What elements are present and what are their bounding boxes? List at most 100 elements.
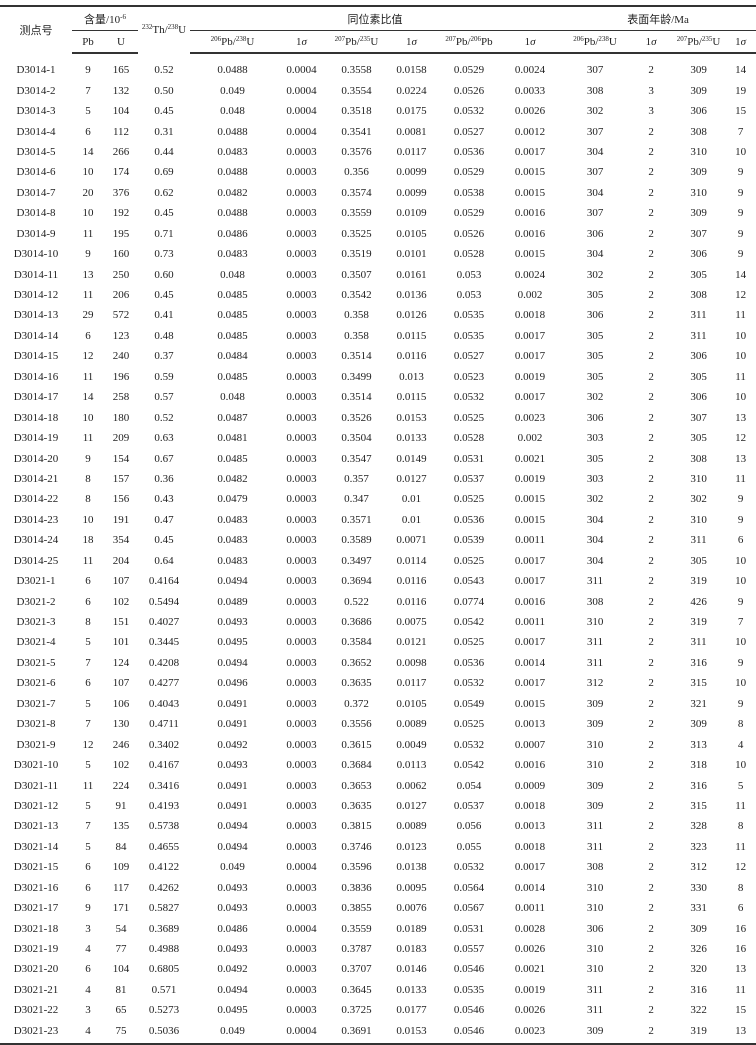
cell-age-207pb-235u: 319 xyxy=(690,616,707,629)
cell-age-206pb-238u-1sigma: 2 xyxy=(648,493,654,506)
cell-ratio-207pb-235u: 0.3635 xyxy=(341,799,372,812)
cell-age-207pb-235u: 309 xyxy=(690,922,707,935)
cell-age-206pb-238u-1sigma: 2 xyxy=(648,554,654,567)
cell-ratio-206pb-238u: 0.0485 xyxy=(217,452,248,465)
cell-ratio-206pb-238u-1sigma: 0.0003 xyxy=(286,472,317,485)
cell-ratio-206pb-238u-1sigma: 0.0003 xyxy=(286,738,317,751)
cell-spot: D3021-17 xyxy=(13,902,59,915)
cell-age-207pb-235u: 309 xyxy=(690,84,707,97)
cell-ratio-207pb-235u: 0.3559 xyxy=(341,922,372,935)
cell-age-206pb-238u: 308 xyxy=(586,84,604,97)
cell-th-u: 0.5738 xyxy=(148,820,180,833)
cell-age-207pb-235u: 302 xyxy=(690,493,707,506)
cell-age-207pb-235u: 326 xyxy=(690,943,707,956)
cell-age-207pb-235u-1sigma: 11 xyxy=(735,840,746,853)
cell-age-206pb-238u-1sigma: 2 xyxy=(648,718,654,731)
cell-pb: 5 xyxy=(85,697,91,710)
cell-th-u: 0.52 xyxy=(154,63,174,76)
cell-spot: D3014-16 xyxy=(13,370,59,383)
cell-ratio-207pb-235u-1sigma: 0.0071 xyxy=(396,534,427,547)
cell-u: 174 xyxy=(112,166,130,179)
cell-age-206pb-238u-1sigma: 2 xyxy=(648,289,654,302)
cell-age-206pb-238u: 303 xyxy=(586,472,604,485)
table-row: D3014-8 10 192 0.45 0.0488 0.0003 0.3559 0.0109… xyxy=(0,203,756,223)
cell-ratio-206pb-238u-1sigma: 0.0004 xyxy=(286,64,317,77)
cell-ratio-207pb-206pb-1sigma: 0.0016 xyxy=(514,227,546,240)
cell-th-u: 0.3445 xyxy=(148,636,180,649)
cell-ratio-206pb-238u-1sigma: 0.0003 xyxy=(286,963,317,976)
cell-age-207pb-235u-1sigma: 11 xyxy=(735,370,746,383)
cell-th-u: 0.36 xyxy=(154,472,174,485)
table-row: D3014-7 20 376 0.62 0.0482 0.0003 0.3574 0.0099… xyxy=(0,183,756,203)
cell-ratio-206pb-238u: 0.0493 xyxy=(217,881,248,894)
cell-spot: D3021-6 xyxy=(16,677,56,690)
cell-ratio-207pb-206pb: 0.0537 xyxy=(453,799,485,812)
cell-spot: D3014-9 xyxy=(16,227,56,240)
cell-ratio-207pb-206pb-1sigma: 0.0026 xyxy=(514,105,546,118)
cell-age-206pb-238u-1sigma: 3 xyxy=(648,105,654,118)
cell-ratio-207pb-206pb: 0.0549 xyxy=(453,697,485,710)
cell-ratio-206pb-238u: 0.0494 xyxy=(217,575,248,588)
cell-ratio-207pb-206pb-1sigma: 0.0017 xyxy=(514,636,546,649)
cell-age-207pb-235u: 319 xyxy=(690,575,707,588)
cell-ratio-207pb-206pb: 0.056 xyxy=(456,820,482,833)
cell-age-206pb-238u-1sigma: 2 xyxy=(648,125,654,138)
cell-ratio-207pb-235u-1sigma: 0.0136 xyxy=(396,289,427,302)
cell-ratio-206pb-238u: 0.049 xyxy=(220,861,245,874)
table-row: D3021-16 6 117 0.4262 0.0493 0.0003 0.3836 0.00… xyxy=(0,878,756,898)
cell-age-207pb-235u: 305 xyxy=(690,268,707,281)
table-row: D3014-22 8 156 0.43 0.0479 0.0003 0.347 0.01 0.0… xyxy=(0,489,756,509)
cell-ratio-207pb-206pb-1sigma: 0.0017 xyxy=(514,329,546,342)
cell-ratio-207pb-235u-1sigma: 0.0175 xyxy=(396,105,427,118)
cell-age-206pb-238u: 302 xyxy=(586,268,604,281)
cell-age-207pb-235u-1sigma: 9 xyxy=(737,227,744,240)
cell-age-207pb-235u-1sigma: 12 xyxy=(735,861,747,874)
cell-ratio-207pb-235u-1sigma: 0.0138 xyxy=(396,861,427,874)
cell-ratio-207pb-235u: 0.3576 xyxy=(341,145,372,158)
cell-ratio-206pb-238u-1sigma: 0.0004 xyxy=(286,125,317,138)
cell-ratio-207pb-206pb-1sigma: 0.0013 xyxy=(514,820,546,833)
cell-age-207pb-235u: 309 xyxy=(690,166,707,179)
cell-u: 157 xyxy=(112,472,130,485)
cell-u: 209 xyxy=(112,432,130,445)
cell-ratio-206pb-238u: 0.0483 xyxy=(217,145,248,158)
header-u: U xyxy=(104,30,138,54)
cell-age-206pb-238u: 305 xyxy=(586,289,604,302)
cell-u: 156 xyxy=(112,493,130,506)
cell-ratio-206pb-238u-1sigma: 0.0003 xyxy=(286,493,317,506)
cell-age-207pb-235u: 308 xyxy=(690,452,707,465)
cell-th-u: 0.45 xyxy=(154,534,174,547)
cell-age-207pb-235u: 310 xyxy=(690,513,707,526)
cell-ratio-207pb-206pb: 0.055 xyxy=(456,840,482,853)
cell-ratio-206pb-238u: 0.0488 xyxy=(217,64,248,77)
cell-ratio-207pb-206pb: 0.0532 xyxy=(453,677,485,690)
cell-ratio-207pb-206pb: 0.053 xyxy=(456,268,482,281)
cell-u: 77 xyxy=(115,943,127,956)
cell-ratio-207pb-206pb: 0.0532 xyxy=(453,105,485,118)
cell-age-207pb-235u-1sigma: 9 xyxy=(737,656,744,669)
cell-spot: D3014-21 xyxy=(13,472,59,485)
table-row: D3014-24 18 354 0.45 0.0483 0.0003 0.3589 0.007… xyxy=(0,530,756,550)
cell-age-206pb-238u-1sigma: 3 xyxy=(648,84,654,97)
cell-ratio-207pb-235u: 0.3514 xyxy=(341,350,372,363)
cell-ratio-207pb-206pb-1sigma: 0.002 xyxy=(517,289,543,302)
cell-age-207pb-235u-1sigma: 8 xyxy=(737,820,744,833)
cell-ratio-206pb-238u: 0.0483 xyxy=(217,554,248,567)
cell-ratio-207pb-235u: 0.3686 xyxy=(341,616,372,629)
cell-spot: D3021-5 xyxy=(16,656,56,669)
cell-ratio-207pb-206pb-1sigma: 0.0011 xyxy=(515,902,545,915)
cell-pb: 14 xyxy=(82,145,94,158)
table-row: D3021-6 6 107 0.4277 0.0496 0.0003 0.3635 0.011… xyxy=(0,673,756,693)
cell-ratio-207pb-235u: 0.3541 xyxy=(341,125,372,138)
cell-th-u: 0.44 xyxy=(154,145,174,158)
cell-ratio-207pb-235u: 0.522 xyxy=(344,595,369,608)
cell-ratio-206pb-238u: 0.0486 xyxy=(217,922,248,935)
cell-ratio-207pb-235u-1sigma: 0.0116 xyxy=(396,350,427,363)
cell-age-206pb-238u-1sigma: 2 xyxy=(648,166,654,179)
cell-age-206pb-238u: 307 xyxy=(586,166,604,179)
cell-u: 240 xyxy=(112,350,130,363)
cell-ratio-207pb-206pb-1sigma: 0.0019 xyxy=(514,983,546,996)
cell-age-207pb-235u: 306 xyxy=(690,350,707,363)
cell-spot: D3014-24 xyxy=(13,534,59,547)
cell-spot: D3021-13 xyxy=(13,820,59,833)
